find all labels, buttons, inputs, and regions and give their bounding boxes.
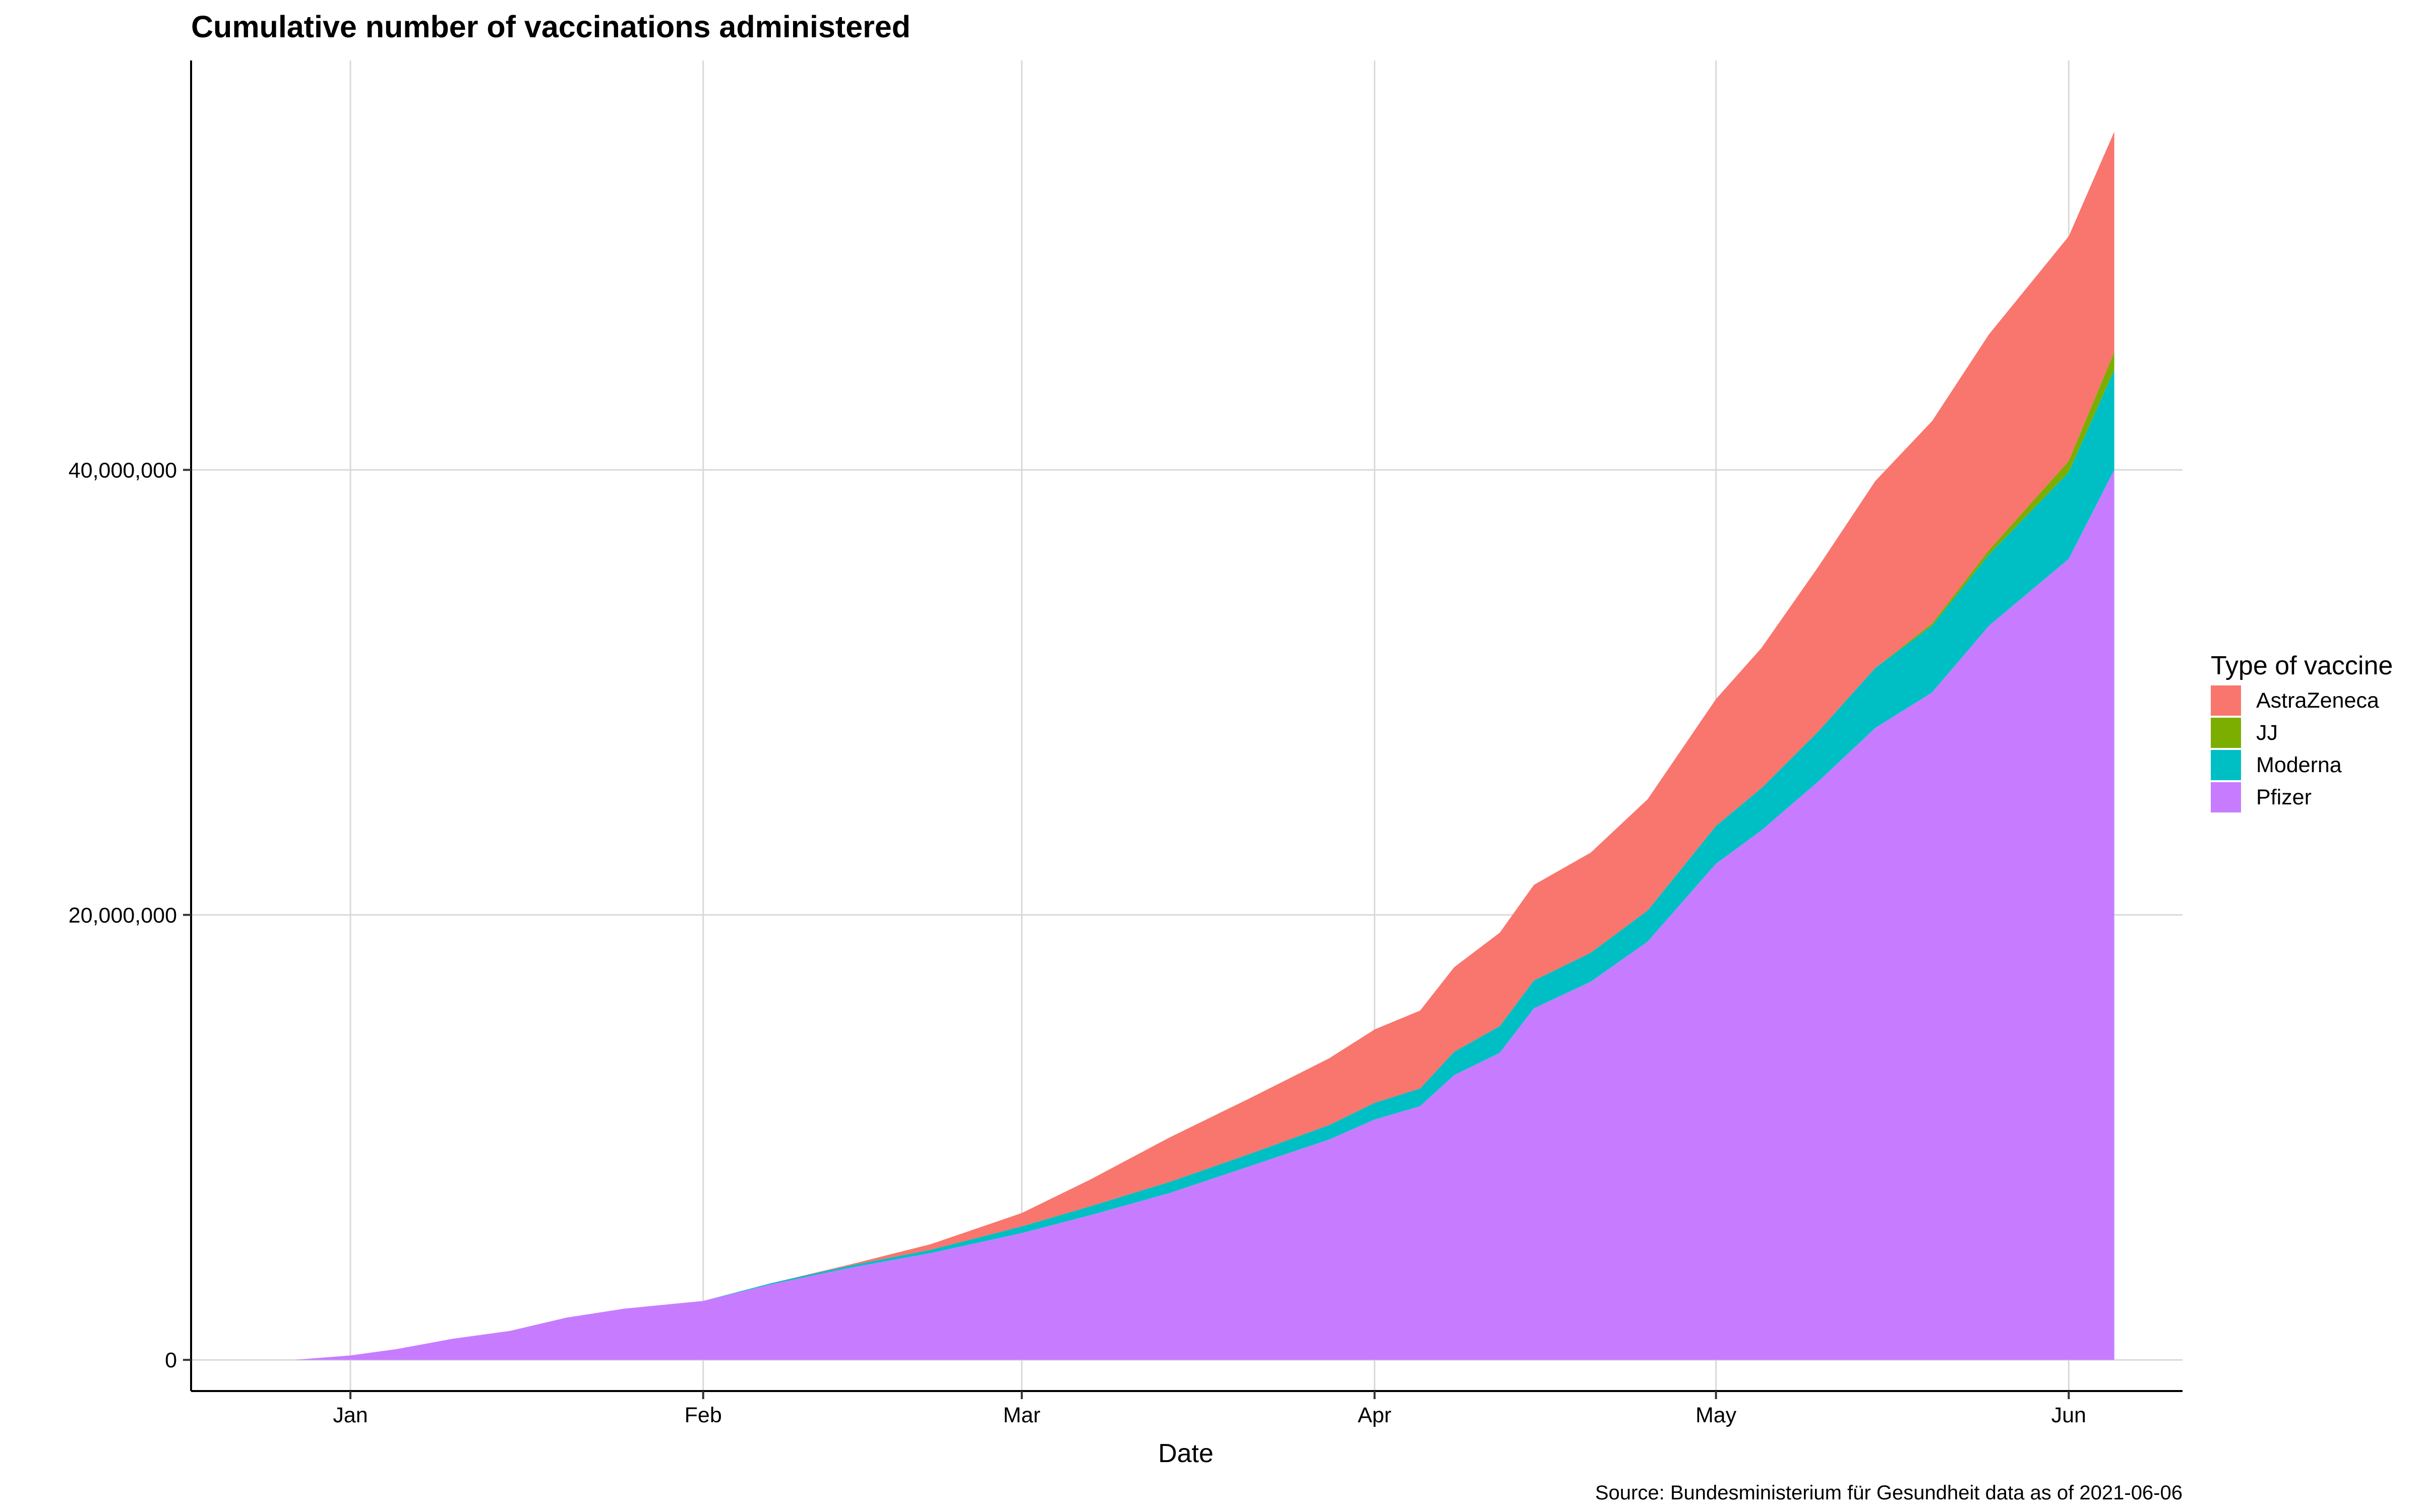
legend-swatch-moderna	[2211, 750, 2241, 780]
x-tick-label-feb: Feb	[685, 1403, 722, 1427]
y-tick-label-0: 0	[165, 1348, 177, 1372]
legend-title: Type of vaccine	[2211, 651, 2393, 680]
area-astrazeneca	[293, 132, 2114, 1360]
legend-swatch-pfizer	[2211, 782, 2241, 812]
legend-swatch-jj	[2211, 718, 2241, 748]
x-tick-label-may: May	[1696, 1403, 1737, 1427]
legend-label-pfizer: Pfizer	[2256, 785, 2312, 809]
legend-label-moderna: Moderna	[2256, 753, 2342, 777]
x-axis-title: Date	[1158, 1439, 1214, 1468]
legend-label-jj: JJ	[2256, 721, 2278, 745]
area-layer	[293, 132, 2114, 1360]
x-tick-label-jun: Jun	[2051, 1403, 2086, 1427]
source-caption: Source: Bundesministerium für Gesundheit…	[1595, 1482, 2183, 1504]
x-tick-label-mar: Mar	[1003, 1403, 1041, 1427]
legend-swatch-astrazeneca	[2211, 685, 2241, 716]
axis-layer: Jan Feb Mar Apr May Jun 0 20,000,000 40,000,000	[69, 60, 2183, 1427]
chart-title: Cumulative number of vaccinations admini…	[191, 10, 911, 44]
x-tick-label-apr: Apr	[1358, 1403, 1392, 1427]
area-pfizer	[293, 470, 2114, 1360]
x-tick-label-jan: Jan	[333, 1403, 368, 1427]
y-tick-label-40000000: 40,000,000	[69, 458, 177, 482]
legend: Type of vaccine AstraZeneca JJ Moderna Pfize…	[2211, 651, 2393, 812]
y-tick-label-20000000: 20,000,000	[69, 903, 177, 927]
legend-label-astrazeneca: AstraZeneca	[2256, 688, 2379, 713]
